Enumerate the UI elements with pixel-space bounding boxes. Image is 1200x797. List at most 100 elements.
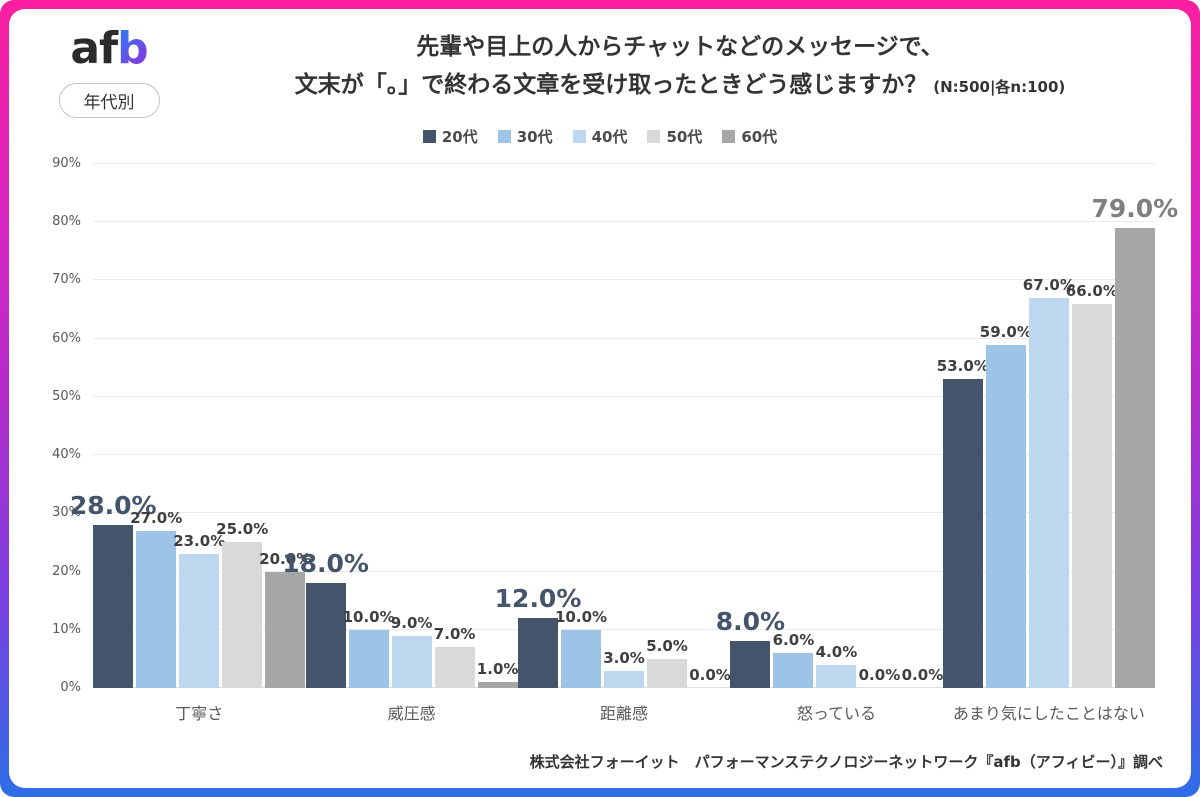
header: afb 年代別 先輩や目上の人からチャットなどのメッセージで、 文末が「。」で終… (29, 25, 1171, 118)
bar-group-2: 12.0% 10.0% 3.0% 5.0% 0.0% (495, 164, 731, 688)
bar-value-label: 25.0% (216, 520, 269, 539)
bar-value-label: 67.0% (1022, 275, 1075, 294)
plot-area: 0% 10% 20% 30% 40% 50% 60% 70% 80% 90% 28.0% 27.0% 2… (52, 157, 1178, 695)
bar (942, 379, 983, 688)
bar-series1-cat0: 27.0% (130, 510, 182, 688)
bar-series0-cat4: 53.0% (937, 359, 989, 688)
bar-value-label: 1.0% (476, 660, 519, 679)
chart-title: 先輩や目上の人からチャットなどのメッセージで、 文末が「。」で終わる文章を受け取… (189, 25, 1171, 105)
bar-value-label: 0.0% (858, 666, 901, 684)
bar (604, 670, 645, 688)
gridline (93, 395, 1155, 397)
bar-series2-cat4: 67.0% (1023, 277, 1075, 688)
bar-value-label: 28.0% (69, 490, 157, 520)
bar (1114, 228, 1155, 688)
y-axis-tick-label: 20% (52, 563, 81, 579)
gridline (93, 454, 1155, 456)
bar-value-label: 20.0% (259, 549, 312, 568)
bar-series0-cat1: 18.0% (282, 551, 369, 688)
bar-value-label: 10.0% (342, 607, 395, 626)
legend-swatch-icon (497, 129, 511, 143)
gridline (93, 279, 1155, 281)
bar (773, 653, 814, 688)
bar-group-3: 8.0% 6.0% 4.0% 0.0% 0.0% (716, 164, 943, 688)
bar-series0-cat2: 12.0% (495, 586, 581, 688)
chart-title-line2: 文末が「。」で終わる文章を受け取ったときどう感じますか？ (294, 71, 928, 98)
chart-title-line1: 先輩や目上の人からチャットなどのメッセージで、 (416, 34, 944, 60)
bar-value-label: 9.0% (390, 613, 433, 632)
bar (1071, 303, 1112, 688)
header-left: afb 年代別 (29, 25, 189, 118)
legend-label: 20代 (441, 127, 478, 146)
bar (561, 629, 602, 688)
gridline (93, 512, 1155, 514)
bar-value-label: 10.0% (554, 607, 608, 626)
bar (305, 583, 346, 688)
legend-item-3: 50代 (647, 126, 702, 147)
bar (391, 635, 432, 688)
y-axis-tick-label: 90% (52, 156, 81, 171)
legend-swatch-icon (572, 129, 586, 143)
bar-series2-cat2: 3.0% (603, 650, 645, 688)
category-label-1: 威圧感 (387, 704, 436, 723)
bar (93, 524, 134, 688)
bar-series2-cat3: 4.0% (816, 644, 857, 688)
infographic-card: afb 年代別 先輩や目上の人からチャットなどのメッセージで、 文末が「。」で終… (9, 9, 1191, 788)
bar-value-label: 12.0% (494, 584, 582, 614)
legend-swatch-icon (722, 129, 736, 143)
bar (730, 641, 771, 688)
legend-item-1: 30代 (497, 126, 553, 147)
bar-value-label: 27.0% (130, 508, 183, 527)
legend-item-2: 40代 (572, 126, 628, 147)
bar-value-label: 6.0% (772, 631, 815, 650)
y-axis-tick-label: 80% (52, 214, 81, 230)
source-credit: 株式会社フォーイット パフォーマンステクノロジーネットワーク『afb（アフィビー… (529, 753, 1163, 771)
bar (518, 618, 559, 688)
legend-label: 30代 (516, 127, 553, 146)
bar-series3-cat1: 7.0% (434, 627, 475, 688)
bar-group-1: 18.0% 10.0% 9.0% 7.0% 1.0% (282, 164, 519, 688)
legend-swatch-icon (422, 129, 436, 143)
bar-series3-cat4: 66.0% (1066, 283, 1118, 688)
bar-value-label: 3.0% (603, 648, 645, 667)
y-axis-tick-label: 50% (52, 388, 81, 404)
bar-series3-cat0: 25.0% (216, 522, 268, 688)
bar-series1-cat3: 6.0% (773, 633, 814, 688)
bar (647, 658, 688, 688)
bar (985, 344, 1026, 688)
y-axis-tick-label: 40% (52, 447, 81, 463)
afb-logo-dark-text: af (70, 23, 118, 74)
sample-size-note: (N:500|各n:100) (933, 77, 1066, 96)
chart-legend: 20代 30代 40代 50代 60代 (29, 124, 1171, 148)
bar (222, 542, 263, 688)
bar-value-label: 18.0% (282, 549, 369, 579)
bar-series4-cat0: 20.0% (259, 551, 311, 688)
bar-series1-cat1: 10.0% (343, 609, 395, 688)
legend-label: 40代 (591, 127, 628, 146)
bar (1028, 297, 1069, 688)
gridline (93, 628, 1155, 630)
bar (348, 629, 389, 688)
bar-value-label: 0.0% (689, 666, 731, 684)
bar-group-0: 28.0% 27.0% 23.0% 25.0% 20.0% (70, 164, 311, 688)
y-axis-tick-label: 30% (52, 505, 81, 521)
bar-series3-cat2: 5.0% (646, 638, 688, 688)
legend-swatch-icon (647, 129, 661, 143)
bar-series0-cat0: 28.0% (70, 493, 157, 688)
bar (179, 554, 220, 688)
bar-value-label: 8.0% (715, 607, 786, 637)
age-group-badge: 年代別 (58, 83, 160, 118)
bar (434, 647, 475, 688)
category-axis: 丁寧さ 威圧感 距離感 怒っている あまり気にしたことはない (93, 700, 1155, 724)
category-label-3: 怒っている (796, 704, 877, 723)
gridline (93, 337, 1155, 339)
y-axis-tick-label: 10% (52, 621, 81, 637)
bar (816, 664, 857, 688)
legend-item-0: 20代 (422, 126, 478, 147)
bar-series2-cat1: 9.0% (391, 615, 432, 688)
bar-series1-cat2: 10.0% (555, 609, 607, 688)
bar-value-label: 53.0% (936, 357, 989, 376)
y-axis-tick-label: 60% (52, 330, 81, 346)
bar (136, 530, 177, 688)
bar-value-label: 7.0% (433, 625, 476, 644)
